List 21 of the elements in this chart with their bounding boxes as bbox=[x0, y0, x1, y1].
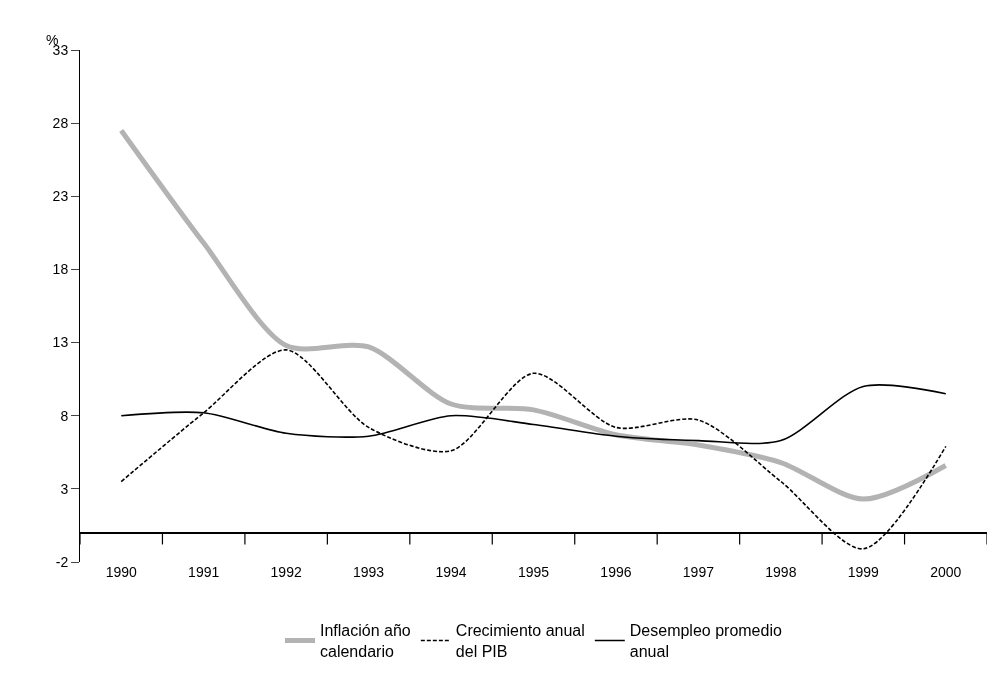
legend-label: Inflación año calendario bbox=[320, 622, 411, 661]
y-tick-label: 23 bbox=[52, 188, 69, 205]
y-tick-label: -2 bbox=[55, 553, 69, 570]
x-tick-label: 1993 bbox=[353, 564, 385, 580]
y-tick-label: 28 bbox=[52, 115, 69, 132]
x-tick-label: 1998 bbox=[765, 564, 797, 580]
y-tick-label: 18 bbox=[52, 261, 69, 278]
y-tick-label: 3 bbox=[60, 480, 69, 497]
x-tick-label: 1990 bbox=[105, 564, 138, 580]
x-tick-label: 1995 bbox=[517, 564, 550, 580]
x-tick-label: 1991 bbox=[188, 564, 220, 580]
x-tick-label: 1997 bbox=[682, 564, 715, 580]
legend-label: Desempleo promedio anual bbox=[629, 622, 782, 661]
legend-label: Crecimiento anual del PIB bbox=[455, 622, 585, 661]
x-tick-label: 1996 bbox=[600, 564, 632, 580]
x-tick-label: 1992 bbox=[270, 564, 302, 580]
x-tick-label: 1994 bbox=[435, 564, 467, 580]
x-tick-label: 2000 bbox=[930, 564, 962, 580]
y-tick-label: 13 bbox=[52, 334, 69, 351]
x-tick-label: 1999 bbox=[847, 564, 880, 580]
y-tick-label: 8 bbox=[60, 407, 69, 424]
